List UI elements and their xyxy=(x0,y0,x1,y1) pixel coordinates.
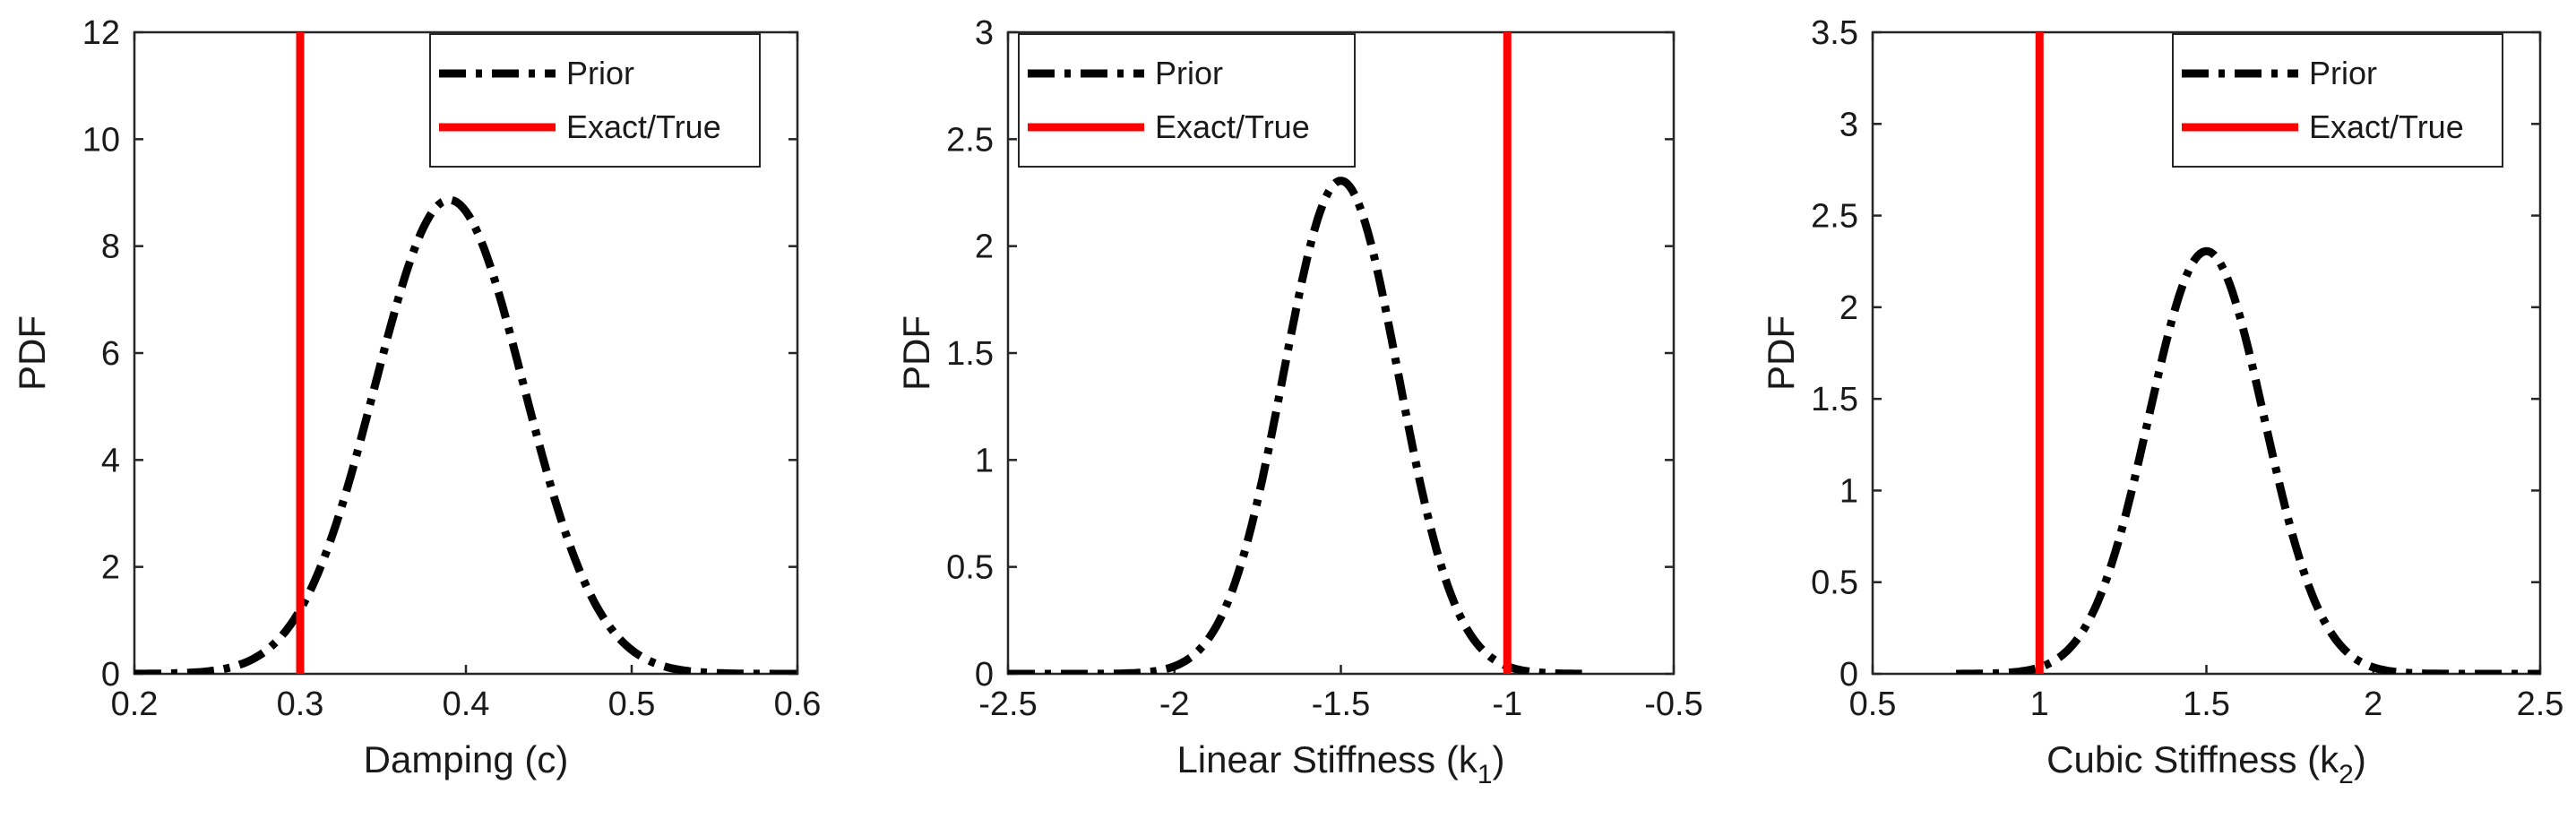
legend-box xyxy=(429,33,761,168)
y-tick-label: 3.5 xyxy=(1811,14,1858,52)
x-axis-label-tail: ) xyxy=(2354,738,2366,780)
x-tick-label: 0.6 xyxy=(774,685,822,723)
y-tick-label: 0 xyxy=(975,656,994,694)
prior-curve xyxy=(1954,246,2540,674)
y-tick-label: 1.5 xyxy=(946,335,994,373)
legend-prior-label: Prior xyxy=(1155,55,1223,91)
y-tick-label: 0 xyxy=(1839,656,1858,694)
x-tick-label: 0.5 xyxy=(608,685,656,723)
y-axis-label: PDF xyxy=(11,315,53,391)
x-tick-label: 0.2 xyxy=(111,685,159,723)
y-tick-label: 3 xyxy=(975,14,994,52)
y-tick-label: 8 xyxy=(101,228,120,266)
y-tick-label: 1 xyxy=(975,442,994,479)
y-tick-label: 3 xyxy=(1839,106,1858,143)
x-tick-label: 1 xyxy=(2030,685,2049,723)
y-tick-label: 4 xyxy=(101,442,120,479)
x-axis-label-text: Linear Stiffness (k xyxy=(1176,738,1478,780)
x-tick-label: 0.3 xyxy=(277,685,324,723)
legend: Prior Exact/True xyxy=(2172,33,2503,168)
legend-box xyxy=(1018,33,1356,168)
prior-curve xyxy=(1008,177,1592,674)
legend-prior-label: Prior xyxy=(566,55,634,91)
x-axis-label-text: Damping (c) xyxy=(364,738,569,780)
chart-panel-1: 0.2 0.3 0.4 0.5 0.6 0 2 4 6 8 10 12 Damping (c) PDF Pr… xyxy=(11,14,821,780)
x-tick-label: -1 xyxy=(1492,685,1522,723)
y-tick-label: 6 xyxy=(101,335,120,373)
x-axis-label: Damping (c) xyxy=(364,738,569,780)
y-tick-label: 12 xyxy=(82,14,120,52)
y-tick-label: 2.5 xyxy=(1811,198,1858,236)
legend-exact-label: Exact/True xyxy=(2309,108,2464,145)
y-tick-label: 2 xyxy=(101,549,120,587)
y-tick-label: 2.5 xyxy=(946,121,994,159)
x-tick-label: 0.4 xyxy=(443,685,490,723)
x-tick-label: 2.5 xyxy=(2517,685,2564,723)
legend-prior-label: Prior xyxy=(2309,55,2377,91)
y-axis-label: PDF xyxy=(1760,315,1802,391)
x-tick-label: 1.5 xyxy=(2183,685,2230,723)
x-tick-label: -1.5 xyxy=(1312,685,1370,723)
legend: Prior Exact/True xyxy=(429,33,761,168)
x-axis-label-text: Cubic Stiffness (k xyxy=(2046,738,2339,780)
y-tick-label: 0.5 xyxy=(946,549,994,587)
x-tick-label: -2 xyxy=(1159,685,1190,723)
legend: Prior Exact/True xyxy=(1018,33,1356,168)
x-axis-label-tail: ) xyxy=(1493,738,1505,780)
x-tick-label: 2 xyxy=(2364,685,2382,723)
y-tick-label: 10 xyxy=(82,121,120,159)
y-tick-label: 0 xyxy=(101,656,120,694)
y-tick-label: 1.5 xyxy=(1811,381,1858,418)
y-tick-label: 0.5 xyxy=(1811,565,1858,602)
legend-box xyxy=(2172,33,2503,168)
legend-exact-label: Exact/True xyxy=(1155,108,1310,145)
chart-panel-2: -2.5 -2 -1.5 -1 -0.5 0 0.5 1 1.5 2 2.5 3 Linear Stif… xyxy=(895,14,1703,789)
x-axis-label: Linear Stiffness (k1) xyxy=(1176,738,1504,789)
x-tick-label: -0.5 xyxy=(1644,685,1702,723)
x-axis-label: Cubic Stiffness (k2) xyxy=(2046,738,2366,789)
y-tick-label: 2 xyxy=(975,228,994,266)
x-axis-label-subscript: 2 xyxy=(2339,760,2354,789)
y-axis-label: PDF xyxy=(895,315,937,391)
y-tick-label: 2 xyxy=(1839,289,1858,327)
x-tick-label: 0.5 xyxy=(1849,685,1897,723)
legend-exact-label: Exact/True xyxy=(566,108,721,145)
prior-curve xyxy=(134,195,797,674)
y-tick-label: 1 xyxy=(1839,472,1858,510)
x-axis-label-subscript: 1 xyxy=(1478,760,1493,789)
x-tick-label: -2.5 xyxy=(978,685,1037,723)
